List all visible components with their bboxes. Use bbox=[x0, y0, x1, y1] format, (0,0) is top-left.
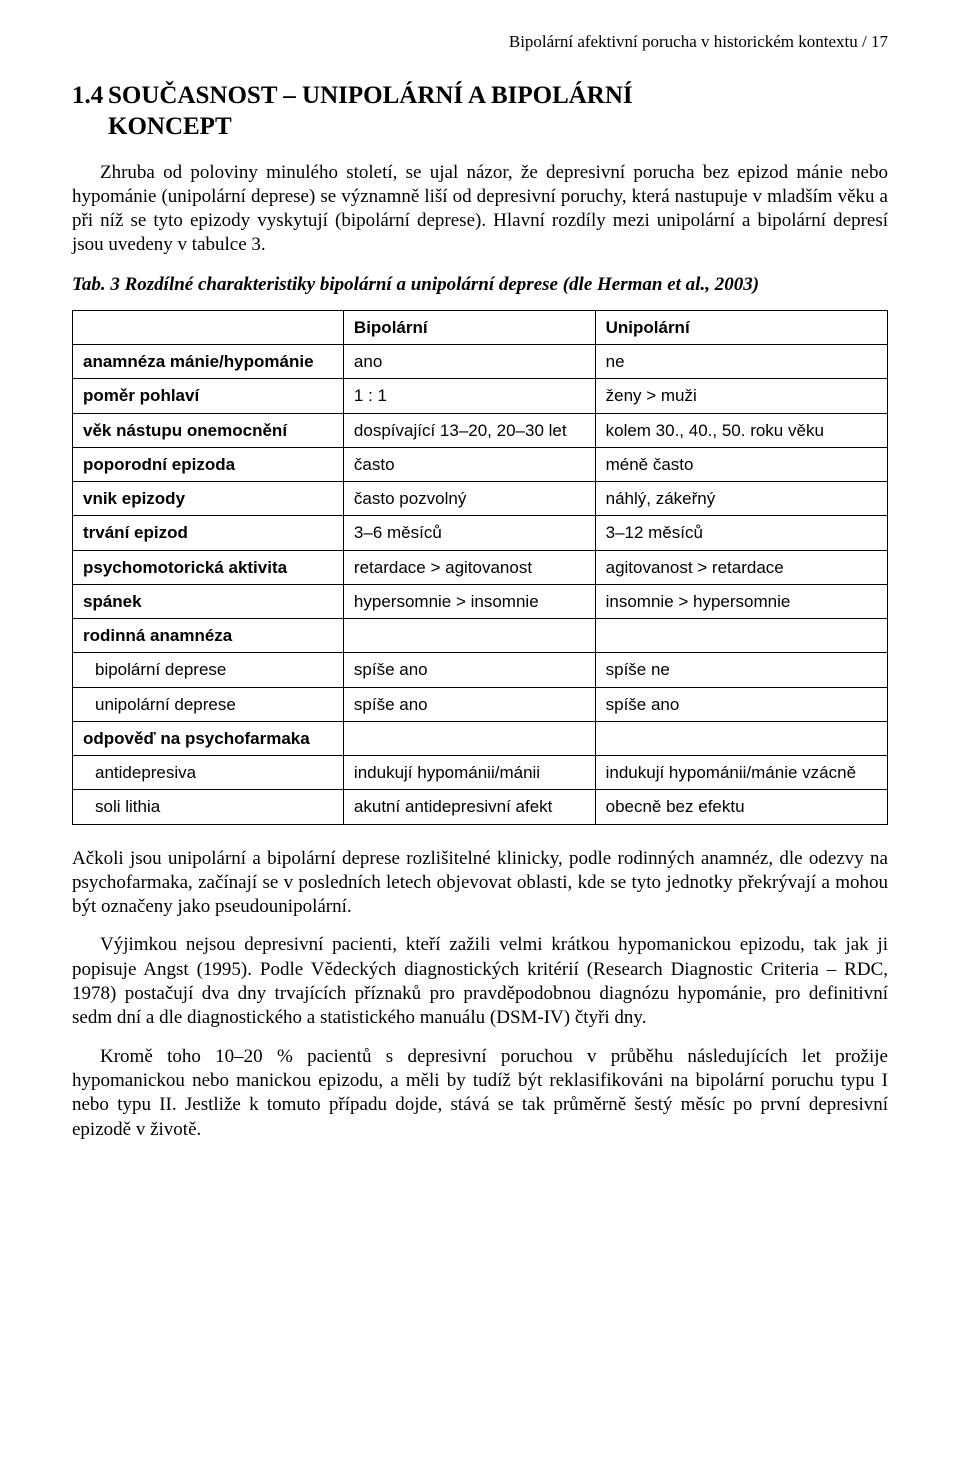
table-row: poměr pohlaví1 : 1ženy > muži bbox=[73, 379, 888, 413]
row-bipolar bbox=[343, 619, 595, 653]
row-label: soli lithia bbox=[73, 790, 344, 824]
row-unipolar: agitovanost > retardace bbox=[595, 550, 887, 584]
row-bipolar: hypersomnie > insomnie bbox=[343, 584, 595, 618]
row-unipolar: indukují hypománii/mánie vzácně bbox=[595, 756, 887, 790]
row-unipolar: insomnie > hypersomnie bbox=[595, 584, 887, 618]
row-unipolar: ženy > muži bbox=[595, 379, 887, 413]
table-header-row: Bipolární Unipolární bbox=[73, 310, 888, 344]
paragraph-intro: Zhruba od poloviny minulého století, se … bbox=[72, 161, 888, 258]
row-bipolar: často pozvolný bbox=[343, 482, 595, 516]
row-unipolar: spíše ano bbox=[595, 687, 887, 721]
table-row: trvání epizod3–6 měsíců3–12 měsíců bbox=[73, 516, 888, 550]
table-row: bipolární depresespíše anospíše ne bbox=[73, 653, 888, 687]
row-unipolar: spíše ne bbox=[595, 653, 887, 687]
row-label: vnik epizody bbox=[73, 482, 344, 516]
row-bipolar: dospívající 13–20, 20–30 let bbox=[343, 413, 595, 447]
section-number: 1.4 bbox=[72, 80, 108, 111]
paragraph-3: Výjimkou nejsou depresivní pacienti, kte… bbox=[72, 933, 888, 1030]
row-label: odpověď na psychofarmaka bbox=[73, 721, 344, 755]
row-bipolar: ano bbox=[343, 345, 595, 379]
table-row: psychomotorická aktivitaretardace > agit… bbox=[73, 550, 888, 584]
table-row: unipolární depresespíše anospíše ano bbox=[73, 687, 888, 721]
row-unipolar: 3–12 měsíců bbox=[595, 516, 887, 550]
row-bipolar: 3–6 měsíců bbox=[343, 516, 595, 550]
comparison-table: Bipolární Unipolární anamnéza mánie/hypo… bbox=[72, 310, 888, 825]
row-bipolar: spíše ano bbox=[343, 687, 595, 721]
table-row: věk nástupu onemocněnídospívající 13–20,… bbox=[73, 413, 888, 447]
table-row: antidepresivaindukují hypománii/mániiind… bbox=[73, 756, 888, 790]
table-header-blank bbox=[73, 310, 344, 344]
row-bipolar: retardace > agitovanost bbox=[343, 550, 595, 584]
row-bipolar: 1 : 1 bbox=[343, 379, 595, 413]
table-header-bipolar: Bipolární bbox=[343, 310, 595, 344]
row-label: poporodní epizoda bbox=[73, 447, 344, 481]
row-label: bipolární deprese bbox=[73, 653, 344, 687]
section-title-line2: KONCEPT bbox=[108, 113, 232, 140]
row-unipolar: ne bbox=[595, 345, 887, 379]
row-unipolar bbox=[595, 721, 887, 755]
row-label: rodinná anamnéza bbox=[73, 619, 344, 653]
table-row: anamnéza mánie/hypománieanone bbox=[73, 345, 888, 379]
table-row: poporodní epizodačastoméně často bbox=[73, 447, 888, 481]
row-label: spánek bbox=[73, 584, 344, 618]
row-unipolar: obecně bez efektu bbox=[595, 790, 887, 824]
table-caption: Tab. 3 Rozdílné charakteristiky bipolárn… bbox=[72, 274, 888, 296]
table-row: rodinná anamnéza bbox=[73, 619, 888, 653]
table-row: vnik epizodyčasto pozvolnýnáhlý, zákeřný bbox=[73, 482, 888, 516]
row-bipolar bbox=[343, 721, 595, 755]
row-unipolar: náhlý, zákeřný bbox=[595, 482, 887, 516]
row-label: věk nástupu onemocnění bbox=[73, 413, 344, 447]
running-head: Bipolární afektivní porucha v historické… bbox=[72, 32, 888, 52]
paragraph-2: Ačkoli jsou unipolární a bipolární depre… bbox=[72, 847, 888, 920]
row-label: psychomotorická aktivita bbox=[73, 550, 344, 584]
row-label: trvání epizod bbox=[73, 516, 344, 550]
row-label: unipolární deprese bbox=[73, 687, 344, 721]
table-row: soli lithiaakutní antidepresivní afektob… bbox=[73, 790, 888, 824]
section-title-line1: SOUČASNOST – UNIPOLÁRNÍ A BIPOLÁRNÍ bbox=[108, 82, 633, 109]
table-row: spánekhypersomnie > insomnieinsomnie > h… bbox=[73, 584, 888, 618]
row-unipolar: kolem 30., 40., 50. roku věku bbox=[595, 413, 887, 447]
row-bipolar: indukují hypománii/mánii bbox=[343, 756, 595, 790]
row-label: anamnéza mánie/hypománie bbox=[73, 345, 344, 379]
row-label: poměr pohlaví bbox=[73, 379, 344, 413]
row-bipolar: často bbox=[343, 447, 595, 481]
row-unipolar: méně často bbox=[595, 447, 887, 481]
row-bipolar: akutní antidepresivní afekt bbox=[343, 790, 595, 824]
table-row: odpověď na psychofarmaka bbox=[73, 721, 888, 755]
row-bipolar: spíše ano bbox=[343, 653, 595, 687]
paragraph-4: Kromě toho 10–20 % pacientů s depresivní… bbox=[72, 1045, 888, 1142]
row-label: antidepresiva bbox=[73, 756, 344, 790]
section-heading: 1.4SOUČASNOST – UNIPOLÁRNÍ A BIPOLÁRNÍ K… bbox=[72, 80, 888, 143]
row-unipolar bbox=[595, 619, 887, 653]
table-header-unipolar: Unipolární bbox=[595, 310, 887, 344]
